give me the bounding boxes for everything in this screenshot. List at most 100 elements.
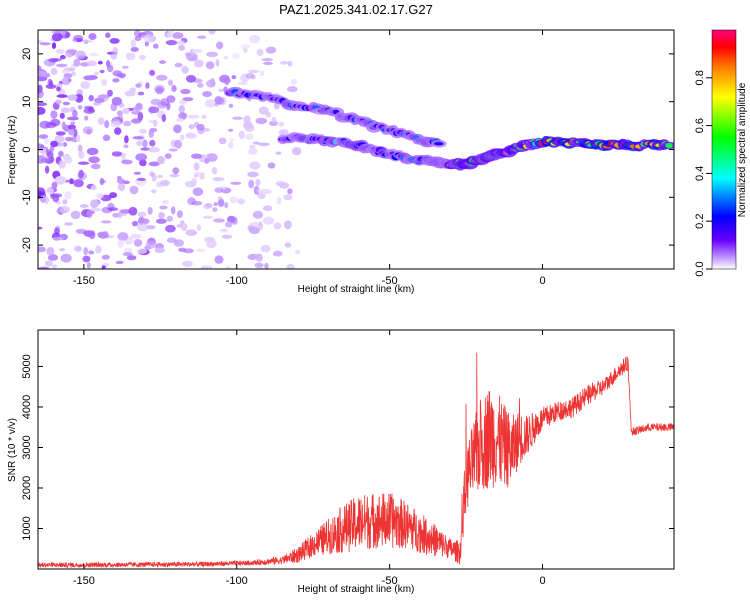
spectrogram-speckle xyxy=(107,207,119,212)
spectrogram-speckle xyxy=(290,78,297,85)
spectrogram-speckle xyxy=(72,109,78,119)
spectrogram-speckle xyxy=(52,236,64,241)
spectrogram-speckle xyxy=(132,136,145,140)
spectrogram-speckle xyxy=(248,179,255,189)
spectrogram-speckle xyxy=(101,265,106,269)
colorbar: 0.0 0.2 0.4 0.6 0.8 Normalized spectral ampl… xyxy=(694,29,748,277)
spectrogram-speckle xyxy=(179,134,185,141)
spectrogram-speckle xyxy=(75,50,87,59)
spectrogram-speckle xyxy=(273,222,282,230)
spectrogram-speckle xyxy=(112,213,120,218)
snr-y-tick-label: 5000 xyxy=(21,354,33,378)
spectrogram-speckle xyxy=(149,139,156,147)
spectrogram-speckle xyxy=(61,76,71,86)
spectrogram-speckle xyxy=(54,227,60,235)
spectrogram-speckle xyxy=(255,253,263,262)
spectrogram-speckle xyxy=(56,94,68,98)
spectrogram-speckle xyxy=(110,121,121,128)
spectrogram-speckle xyxy=(200,265,213,269)
spectrogram-speckle xyxy=(212,177,225,182)
spectrogram-speckle xyxy=(55,131,66,136)
spectrogram-speckle xyxy=(51,58,62,62)
spectrogram-speckle xyxy=(123,120,132,127)
spectrogram-speckle xyxy=(272,250,283,257)
spectrogram-speckle xyxy=(148,146,161,153)
colorbar-tick-label: 0.0 xyxy=(694,261,706,276)
spectrogram-speckle xyxy=(183,248,194,254)
spectrogram-speckle xyxy=(160,179,170,187)
spectrogram-speckle xyxy=(86,147,99,155)
spectrogram-speckle xyxy=(228,141,234,149)
spectrogram-speckle xyxy=(46,187,54,195)
spectrogram-speckle xyxy=(97,117,105,125)
spectrogram-x-tick-label: 0 xyxy=(539,275,545,287)
spectrogram-speckle xyxy=(96,193,104,199)
spectrogram-speckle xyxy=(164,153,172,160)
spectrogram-speckle xyxy=(193,162,200,171)
spectrogram-speckle xyxy=(224,221,233,228)
spectrogram-speckle xyxy=(47,254,59,261)
spectrogram-speckle xyxy=(211,167,218,175)
snr-x-axis-label: Height of straight line (km) xyxy=(298,584,415,595)
spectrogram-speckle xyxy=(249,222,261,227)
spectrogram-marks xyxy=(38,30,674,269)
spectrogram-speckle xyxy=(86,209,93,219)
spectrogram-speckle xyxy=(287,188,293,195)
spectrogram-speckle xyxy=(86,128,92,135)
spectrogram-speckle xyxy=(159,60,166,64)
spectrogram-speckle xyxy=(252,141,260,145)
colorbar-tick-label: 0.6 xyxy=(694,118,706,133)
spectrogram-speckle xyxy=(122,107,130,114)
spectrogram-speckle xyxy=(67,94,78,101)
spectrogram-speckle xyxy=(145,240,157,249)
spectrogram-speckle xyxy=(263,61,273,65)
spectrogram-speckle xyxy=(122,65,129,69)
chart-title: PAZ1.2025.341.02.17.G27 xyxy=(279,2,433,17)
spectrogram-speckle xyxy=(196,123,205,131)
spectrogram-speckle xyxy=(145,82,150,89)
spectrogram-speckle xyxy=(44,195,49,205)
spectrogram-speckle xyxy=(74,245,82,252)
spectrogram-speckle xyxy=(80,81,91,89)
spectrogram-speckle xyxy=(136,177,146,181)
spectrogram-speckle xyxy=(166,102,171,111)
spectrogram-speckle xyxy=(261,58,274,62)
spectrogram-speckle xyxy=(129,87,137,93)
spectrogram-speckle xyxy=(58,150,64,157)
spectrogram-speckle xyxy=(61,69,69,74)
snr-panel: -150 -100 -50 0 1000 2000 3000 4000 5000 Height… xyxy=(7,329,675,595)
spectrogram-speckle xyxy=(101,254,110,260)
spectrogram-speckle xyxy=(218,196,223,201)
spectrogram-speckle xyxy=(39,42,51,46)
spectrogram-speckle xyxy=(65,31,70,39)
spectrogram-speckle xyxy=(185,75,197,83)
spectrogram-speckle xyxy=(146,225,156,230)
spectrogram-speckle xyxy=(114,127,122,135)
spectrogram-speckle xyxy=(166,215,173,222)
spectrogram-speckle xyxy=(136,140,143,147)
colorbar-tick-label: 0.8 xyxy=(694,70,706,85)
spectrogram-speckle xyxy=(212,207,218,213)
spectrogram-speckle xyxy=(159,205,168,210)
spectrogram-speckle xyxy=(117,232,129,241)
spectrogram-speckle xyxy=(126,255,137,261)
spectrogram-speckle xyxy=(178,45,186,51)
spectrogram-speckle xyxy=(133,171,142,175)
spectrogram-speckle xyxy=(99,69,105,74)
spectrogram-speckle xyxy=(38,89,44,99)
spectrogram-speckle xyxy=(171,206,176,215)
snr-y-tick-label: 3000 xyxy=(21,435,33,459)
spectrogram-speckle xyxy=(248,69,260,74)
spectrogram-speckle xyxy=(51,42,57,49)
spectrogram-speckle xyxy=(258,106,269,115)
spectrogram-speckle xyxy=(45,84,57,89)
spectrogram-speckle xyxy=(116,178,125,184)
spectrogram-speckle xyxy=(117,183,126,192)
spectrogram-speckle xyxy=(278,129,289,136)
snr-frame xyxy=(37,329,675,570)
spectrogram-speckle xyxy=(69,178,74,185)
spectrogram-speckle xyxy=(267,162,276,169)
spectrogram-speckle xyxy=(131,220,139,227)
spectrogram-speckle xyxy=(228,103,234,109)
